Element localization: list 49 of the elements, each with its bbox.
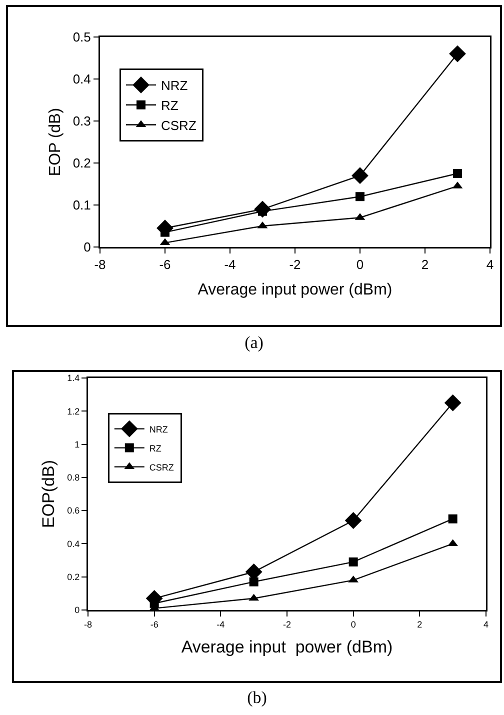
x-tick-label: -4	[216, 619, 225, 630]
y-axis-title: EOP (dB)	[46, 108, 64, 176]
text: (a)	[244, 333, 264, 353]
legend-label: RZ	[149, 443, 162, 454]
y-tick-label: 0.2	[72, 156, 91, 171]
point	[448, 514, 458, 524]
legend-label: NRZ	[149, 424, 168, 434]
x-tick-label: 0	[350, 619, 356, 630]
y-tick-label: 1	[74, 439, 80, 450]
y-tick-label: 0.4	[72, 72, 91, 87]
y-tick-label: 0.8	[67, 472, 80, 483]
x-tick-label: -4	[224, 257, 236, 272]
point	[449, 45, 466, 62]
x-axis-title: Average input power (dBm)	[181, 637, 393, 656]
point	[249, 577, 258, 586]
x-tick-label: -6	[159, 257, 171, 272]
y-tick-label: 0	[74, 605, 80, 616]
x-tick-label: -8	[94, 257, 106, 272]
x-tick-label: 2	[417, 619, 422, 630]
x-tick-label: -2	[282, 619, 292, 630]
point	[444, 394, 462, 412]
x-tick-label: 4	[486, 257, 494, 272]
legend-label: RZ	[161, 98, 178, 113]
legend-label: NRZ	[161, 78, 188, 94]
point	[344, 512, 362, 529]
y-tick-label: 0.2	[67, 572, 80, 582]
x-tick-label: 2	[421, 257, 429, 272]
y-axis-title: EOP(dB)	[38, 460, 58, 528]
x-tick-label: 0	[356, 257, 364, 272]
y-tick-label: 0.6	[67, 506, 80, 516]
y-tick-label: 0.1	[72, 198, 91, 213]
point	[352, 167, 368, 184]
point	[453, 169, 462, 178]
y-tick-label: 0.4	[67, 538, 80, 549]
y-tick-label: 1.2	[67, 406, 80, 416]
x-tick-label: -8	[84, 619, 92, 630]
x-axis-title: Average input power (dBm)	[198, 282, 392, 299]
y-tick-label: 0.3	[72, 114, 91, 129]
y-tick-label: 0	[84, 240, 91, 255]
legend-label: CSRZ	[149, 462, 174, 472]
point	[356, 192, 364, 202]
x-tick-label: -6	[150, 619, 158, 630]
x-tick-label: -2	[289, 257, 301, 272]
text: (b)	[246, 688, 268, 708]
y-tick-label: 1.4	[67, 373, 80, 384]
legend-label: CSRZ	[161, 118, 196, 133]
y-tick-label: 0.5	[72, 30, 91, 45]
x-tick-label: 4	[483, 619, 489, 630]
point	[348, 557, 358, 566]
